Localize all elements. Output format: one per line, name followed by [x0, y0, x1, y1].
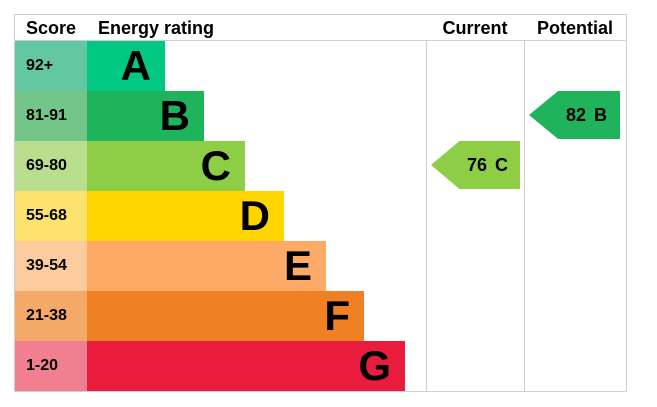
- band-score-cell: 69-80: [15, 141, 87, 191]
- band-score-cell: 1-20: [15, 341, 87, 391]
- band-letter: D: [239, 192, 270, 239]
- band-row-d: 55-68 D: [15, 191, 626, 241]
- band-row-a: 92+ A: [15, 41, 626, 91]
- band-score-cell: 39-54: [15, 241, 87, 291]
- table-header: Score Energy rating Current Potential: [15, 15, 626, 41]
- band-row-c: 69-80 C: [15, 141, 626, 191]
- band-score-cell: 92+: [15, 41, 87, 91]
- band-score-label: 1-20: [26, 357, 59, 374]
- band-score-cell: 21-38: [15, 291, 87, 341]
- band-score-cell: 81-91: [15, 91, 87, 141]
- band-bar: E: [87, 241, 326, 291]
- band-letter: G: [358, 342, 391, 389]
- band-row-e: 39-54 E: [15, 241, 626, 291]
- band-bar: A: [87, 41, 165, 91]
- band-score-label: 69-80: [26, 157, 67, 174]
- band-letter: C: [200, 142, 231, 189]
- band-letter: E: [283, 242, 312, 289]
- band-score-cell: 55-68: [15, 191, 87, 241]
- band-row-b: 81-91 B: [15, 91, 626, 141]
- current-rating-value: 76: [466, 154, 488, 175]
- band-row-f: 21-38 F: [15, 291, 626, 341]
- header-potential: Potential: [536, 18, 613, 38]
- band-score-label: 21-38: [26, 307, 67, 324]
- band-bar: C: [87, 141, 245, 191]
- band-letter: A: [120, 42, 151, 89]
- header-current: Current: [442, 18, 508, 38]
- band-row-g: 1-20 G: [15, 341, 626, 391]
- band-bar: G: [87, 341, 405, 391]
- potential-rating-value: 82: [565, 104, 587, 125]
- band-bar: D: [87, 191, 284, 241]
- band-score-label: 39-54: [26, 257, 67, 274]
- band-score-label: 92+: [26, 57, 54, 74]
- band-letter: B: [159, 92, 190, 139]
- potential-column-divider: [524, 15, 525, 391]
- band-bar: F: [87, 291, 364, 341]
- band-score-label: 55-68: [26, 207, 67, 224]
- epc-table: Score Energy rating Current Potential 92…: [14, 14, 627, 392]
- potential-rating-letter: B: [594, 104, 608, 125]
- band-rows: 92+ A 81-91 B 69-80 C 55-68 D 39-54 E 21…: [15, 41, 626, 391]
- header-energy-rating: Energy rating: [98, 18, 215, 38]
- band-score-label: 81-91: [26, 107, 67, 124]
- band-letter: F: [324, 292, 350, 339]
- current-rating-letter: C: [495, 154, 509, 175]
- current-column-divider: [426, 15, 427, 391]
- band-bar: B: [87, 91, 204, 141]
- header-score: Score: [26, 18, 77, 38]
